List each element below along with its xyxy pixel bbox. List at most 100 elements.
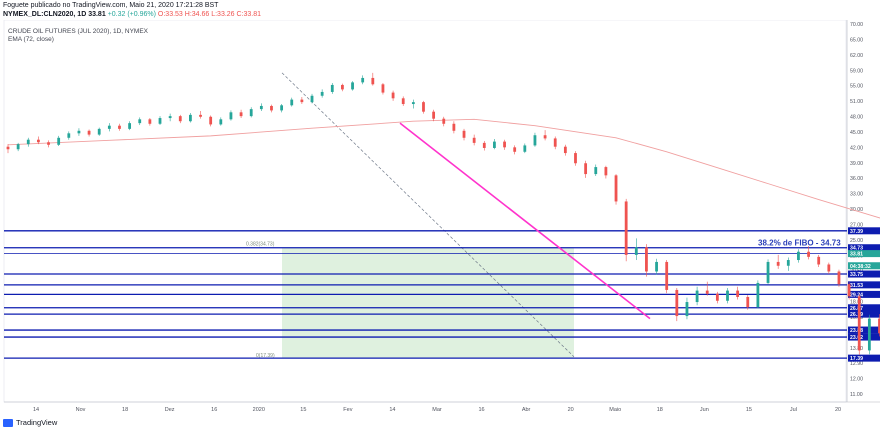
candle-body (361, 77, 365, 83)
candle-body (229, 112, 233, 120)
candle-body (452, 123, 456, 131)
y-tick-label: 16.00 (850, 315, 863, 321)
candle-body (189, 114, 192, 122)
x-tick-label: 18 (657, 407, 663, 413)
y-tick-label: 51.00 (850, 99, 863, 105)
candle-body (472, 137, 476, 143)
candle-body (817, 256, 821, 265)
candle-body (199, 114, 202, 117)
candle-body (77, 130, 81, 134)
candle-body (330, 84, 334, 92)
price-tag-label: 17.39 (850, 356, 863, 362)
candle-body (746, 296, 750, 308)
candle-body (118, 125, 121, 129)
candle-body (584, 163, 588, 175)
price-tag-label: 23.88 (850, 328, 863, 334)
chart-area[interactable]: 70.00 65.00 62.00 59.00 55.00 51.00 48.00 45.00… (0, 19, 880, 415)
candle-body (178, 116, 182, 122)
x-tick-label: 20 (835, 407, 841, 413)
y-tick-label: 11.00 (850, 392, 863, 398)
price-tag (848, 244, 880, 252)
price-tag-label: 29.24 (850, 292, 863, 298)
candle-body (523, 145, 527, 152)
candle-body (47, 142, 50, 145)
candle-body (26, 139, 30, 145)
candle-body (533, 135, 537, 146)
x-tick-label: 16 (478, 407, 484, 413)
price-tag (848, 270, 880, 278)
price-tag (848, 326, 880, 334)
candle-body (462, 130, 466, 138)
candle-body (209, 116, 213, 125)
y-tick-label: 42.00 (850, 145, 863, 151)
candle-body (675, 289, 679, 317)
candle-body (168, 116, 172, 119)
symbol-name: NYMEX_DL:CLN2020, 1D (3, 11, 87, 18)
candle-body (736, 290, 740, 297)
candle-body (138, 119, 142, 124)
x-tick-label: Abr (522, 407, 531, 413)
last-price: 33.81 (88, 11, 106, 18)
trendline (399, 122, 651, 320)
candle-body (6, 146, 10, 150)
price-tag (848, 227, 880, 235)
candle-body (878, 318, 880, 334)
price-tag-label: 31.53 (850, 283, 863, 289)
x-tick-label: 14 (33, 407, 39, 413)
candle-body (158, 118, 162, 124)
price-tag-label: 33.75 (850, 272, 863, 278)
price-tag (848, 333, 880, 341)
candle-body (411, 102, 415, 105)
price-tag (848, 304, 880, 312)
symbol-line: NYMEX_DL:CLN2020, 1D 33.81 +0.32 (+0.96%… (3, 11, 261, 18)
candle-body (482, 142, 486, 148)
brand-footer[interactable]: TradingView (3, 418, 57, 427)
candle-body (847, 284, 851, 297)
price-chart[interactable]: 70.00 65.00 62.00 59.00 55.00 51.00 48.00 45.00… (0, 19, 880, 415)
candle-body (401, 98, 405, 105)
y-tick-label: 36.00 (850, 176, 863, 182)
x-tick-label: 15 (300, 407, 306, 413)
candle-body (381, 84, 385, 93)
x-tick-label: Mar (432, 407, 442, 413)
price-tag-label: 26.87 (850, 306, 863, 312)
y-tick-label: 39.00 (850, 161, 863, 167)
candle-body (857, 296, 861, 351)
y-tick-label: 55.00 (850, 84, 863, 90)
candle-body (645, 247, 648, 272)
candle-body (543, 135, 547, 139)
fib-dashed-trend (281, 72, 575, 358)
y-tick-label: 65.00 (850, 37, 863, 43)
candle-body (756, 282, 760, 308)
candle-body (432, 111, 436, 119)
candle-body (634, 247, 638, 255)
candle-body (837, 271, 841, 285)
candle-body (563, 146, 567, 154)
candle-body (290, 99, 294, 106)
y-tick-label: 33.00 (850, 192, 863, 198)
y-tick-label: 62.00 (850, 53, 863, 59)
price-tag (848, 281, 880, 289)
tradingview-logo-icon (3, 418, 13, 427)
y-tick-label: 59.00 (850, 68, 863, 74)
candle-body (715, 293, 719, 301)
candle-body (827, 264, 831, 272)
candle-body (219, 119, 223, 125)
candle-body (371, 77, 375, 85)
publisher-line: Foguete publicado no TradingView.com, Ma… (3, 2, 219, 9)
candle-body (148, 119, 152, 124)
candle-body (16, 144, 20, 150)
ohlc-values: O:33.53 H:34.66 L:33.26 C:33.81 (157, 11, 262, 18)
x-tick-label: Nov (76, 407, 86, 413)
y-tick-label: 13.80 (850, 346, 863, 352)
price-tag-label: 33.81 (850, 252, 863, 258)
y-tick-label: 70.00 (850, 22, 863, 28)
x-tick-label: 16 (211, 407, 217, 413)
y-tick-label: 12.00 (850, 377, 863, 383)
fib-annotation: 38.2% de FIBO - 34.73 (758, 239, 841, 248)
price-tag-label: 26.19 (850, 312, 863, 318)
candle-body (341, 84, 344, 90)
y-tick-label: 18.00 (850, 300, 863, 306)
candle-body (776, 261, 780, 266)
candle-body (695, 290, 699, 303)
